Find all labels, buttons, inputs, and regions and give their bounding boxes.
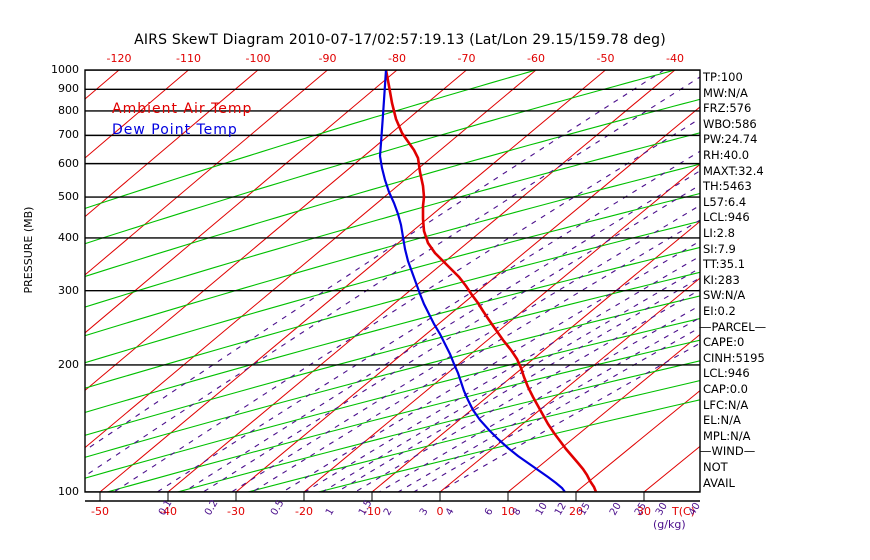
index-li28: LI:2.8	[703, 226, 735, 240]
index-mplna: MPL:N/A	[703, 428, 751, 443]
index-lcl946: LCL:946	[703, 210, 750, 225]
index-swna: SW:N/A	[703, 288, 746, 303]
top-temp-tick--70: -70	[457, 52, 476, 65]
axis-ticks	[99, 492, 645, 501]
index-cinh5195: CINH:5195	[703, 350, 765, 365]
pressure-tick-400: 400	[58, 230, 79, 244]
grid-lines	[85, 70, 700, 492]
index-th5463: TH:5463	[703, 179, 752, 194]
dewpoint-curve	[378, 70, 566, 492]
y-axis-title: PRESSURE (MB)	[22, 206, 35, 294]
pressure-tick-700: 700	[58, 128, 79, 142]
index-elna: EL:N/A	[703, 413, 741, 428]
index-maxt324: MAXT:32.4	[703, 163, 764, 178]
index-tt351: TT:35.1	[703, 257, 746, 272]
top-temp-tick--40: -40	[666, 52, 684, 65]
index-rh400: RH:40.0	[703, 148, 750, 162]
bottom-temp-tick-30: 30	[637, 505, 651, 518]
bottom-temp-tick--20: -20	[295, 505, 313, 518]
index-frz576: FRZ:576	[703, 101, 752, 116]
isobar-lines	[85, 70, 700, 492]
pressure-tick-1000: 1000	[51, 63, 79, 76]
legend-temperature: Ambient Air Temp	[112, 101, 253, 117]
bottom-temp-tick-20: 20	[569, 505, 583, 518]
bottom-temp-tick--50: -50	[91, 505, 109, 518]
legend-dewpoint: Dew Point Temp	[112, 122, 238, 138]
index-cape0: CAPE:0	[703, 335, 745, 350]
index-lfcna: LFC:N/A	[703, 397, 749, 412]
top-temp-tick--50: -50	[596, 52, 615, 65]
pressure-tick-100: 100	[58, 485, 79, 498]
pressure-tick-800: 800	[58, 103, 79, 117]
top-temp-tick--100: -100	[245, 52, 271, 65]
index-lcl946: LCL:946	[703, 366, 750, 381]
index-pw2474: PW:24.74	[703, 132, 758, 147]
bottom-temp-tick--40: -40	[159, 505, 177, 518]
index-wbo586: WBO:586	[703, 116, 757, 131]
plot-border	[84, 69, 701, 493]
index-mwna: MW:N/A	[703, 85, 748, 100]
index-avail: AVAIL	[703, 475, 735, 490]
top-temp-tick--120: -120	[106, 52, 132, 65]
x-axis-title-temp: T(C)	[672, 505, 695, 518]
index-not: NOT	[703, 460, 728, 474]
pressure-tick-900: 900	[58, 82, 79, 96]
index-cap00: CAP:0.0	[703, 382, 748, 396]
index-l5764: L57:6.4	[703, 194, 747, 209]
index-tp100: TP:100	[703, 70, 743, 84]
bottom-temp-tick--10: -10	[363, 505, 381, 518]
temperature-curve	[384, 70, 598, 492]
bottom-temp-tick--30: -30	[227, 505, 245, 518]
index-wind: —WIND—	[700, 444, 756, 459]
index-ki283: KI:283	[703, 272, 740, 287]
page-title: AIRS SkewT Diagram 2010-07-17/02:57:19.1…	[134, 32, 666, 48]
pressure-tick-500: 500	[58, 190, 79, 204]
x-axis-title-mixing: (g/kg)	[653, 518, 686, 531]
index-si79: SI:7.9	[703, 241, 736, 256]
top-temp-tick--110: -110	[176, 52, 201, 65]
top-temp-tick--80: -80	[388, 52, 406, 65]
bottom-temp-tick-0: 0	[436, 505, 444, 518]
index-ei02: EI:0.2	[703, 304, 736, 318]
top-temp-tick--60: -60	[527, 52, 545, 65]
pressure-tick-300: 300	[58, 283, 79, 297]
pressure-tick-200: 200	[58, 357, 79, 371]
bottom-temp-tick-10: 10	[501, 505, 515, 518]
index-parcel: —PARCEL—	[700, 319, 767, 334]
top-temp-tick--90: -90	[318, 52, 337, 65]
pressure-tick-600: 600	[58, 156, 79, 170]
